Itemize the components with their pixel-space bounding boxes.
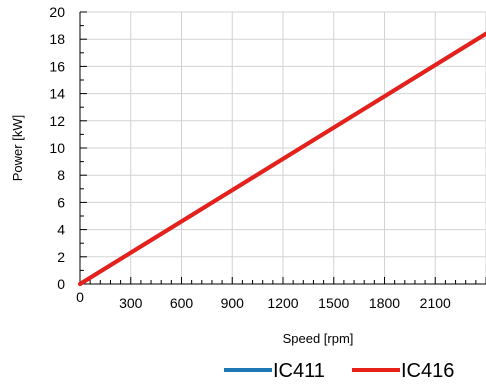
x-tick-label: 900 <box>221 295 245 311</box>
tick-labels: 0 300 600 900 1200 1500 1800 2100 0 2 4 6 8 10 12 14 16 1… <box>49 4 451 311</box>
grid <box>80 11 486 285</box>
y-tick-label: 16 <box>49 58 65 74</box>
y-tick-label: 14 <box>49 86 65 102</box>
series-line-ic416 <box>78 31 486 286</box>
y-axis-title: Power [kW] <box>10 115 25 181</box>
y-tick-label: 10 <box>49 140 65 156</box>
x-tick-label: 0 <box>76 289 84 305</box>
legend-label-ic411: IC411 <box>273 360 325 382</box>
legend-label-ic416: IC416 <box>401 360 454 382</box>
y-tick-label: 2 <box>57 249 65 265</box>
y-tick-label: 18 <box>49 31 65 47</box>
y-tick-label: 12 <box>49 113 65 129</box>
x-tick-label: 1200 <box>267 295 298 311</box>
x-axis-title: Speed [rpm] <box>283 331 354 346</box>
x-tick-label: 300 <box>119 295 143 311</box>
x-tick-label: 2100 <box>420 295 451 311</box>
y-tick-label: 8 <box>57 167 65 183</box>
y-tick-label: 0 <box>57 276 65 292</box>
series <box>78 31 486 286</box>
y-tick-label: 6 <box>57 194 65 210</box>
legend: IC411 IC416 <box>224 360 454 382</box>
x-tick-label: 1500 <box>318 295 349 311</box>
x-tick-label: 600 <box>170 295 194 311</box>
y-tick-label: 4 <box>57 222 65 238</box>
x-tick-label: 1800 <box>369 295 400 311</box>
y-tick-label: 20 <box>49 4 65 20</box>
